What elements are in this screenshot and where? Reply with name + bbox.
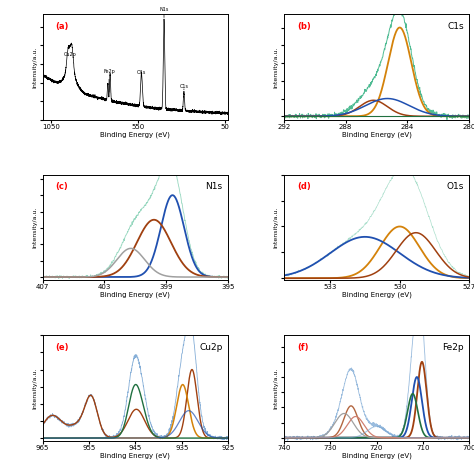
Y-axis label: Intensity/a.u.: Intensity/a.u. bbox=[273, 46, 278, 88]
Text: Cu2p: Cu2p bbox=[64, 45, 77, 56]
Text: (c): (c) bbox=[55, 182, 68, 191]
Text: Fe2p: Fe2p bbox=[103, 69, 115, 92]
X-axis label: Binding Energy (eV): Binding Energy (eV) bbox=[100, 452, 170, 459]
Text: (e): (e) bbox=[55, 343, 69, 352]
Y-axis label: Intensity/a.u.: Intensity/a.u. bbox=[273, 367, 278, 409]
Y-axis label: Intensity/a.u.: Intensity/a.u. bbox=[273, 207, 278, 248]
Text: O1s: O1s bbox=[137, 70, 146, 75]
Text: C1s: C1s bbox=[447, 22, 464, 31]
X-axis label: Binding Energy (eV): Binding Energy (eV) bbox=[342, 292, 411, 298]
X-axis label: Binding Energy (eV): Binding Energy (eV) bbox=[342, 131, 411, 138]
Text: (b): (b) bbox=[297, 22, 310, 31]
Y-axis label: Intensity/a.u.: Intensity/a.u. bbox=[32, 46, 37, 88]
Text: (f): (f) bbox=[297, 343, 308, 352]
Text: (d): (d) bbox=[297, 182, 310, 191]
Text: N1s: N1s bbox=[159, 7, 169, 18]
X-axis label: Binding Energy (eV): Binding Energy (eV) bbox=[100, 292, 170, 298]
Text: C1s: C1s bbox=[180, 83, 189, 90]
Text: N1s: N1s bbox=[205, 182, 223, 191]
Text: (a): (a) bbox=[55, 22, 69, 31]
Y-axis label: Intensity/a.u.: Intensity/a.u. bbox=[32, 367, 37, 409]
X-axis label: Binding Energy (eV): Binding Energy (eV) bbox=[342, 452, 411, 459]
Text: Fe2p: Fe2p bbox=[442, 343, 464, 352]
X-axis label: Binding Energy (eV): Binding Energy (eV) bbox=[100, 131, 170, 138]
Text: O1s: O1s bbox=[447, 182, 464, 191]
Y-axis label: Intensity/a.u.: Intensity/a.u. bbox=[32, 207, 37, 248]
Text: Cu2p: Cu2p bbox=[199, 343, 223, 352]
